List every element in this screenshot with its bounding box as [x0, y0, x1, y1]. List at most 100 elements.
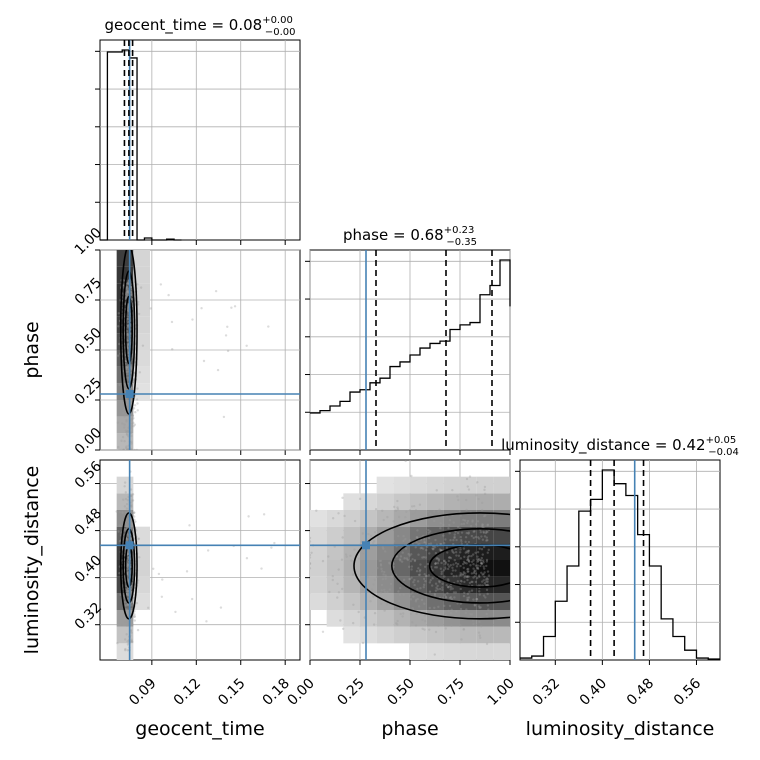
- sample-point: [126, 370, 130, 374]
- sample-point: [126, 306, 130, 309]
- sample-point: [466, 578, 469, 582]
- sample-point: [447, 609, 450, 613]
- sample-point: [462, 628, 466, 631]
- sample-point: [388, 588, 392, 591]
- sample-point: [133, 619, 137, 622]
- sample-point: [465, 531, 468, 535]
- sample-point: [472, 567, 475, 570]
- sample-point: [380, 589, 383, 592]
- sample-point: [126, 429, 129, 433]
- sample-point: [133, 371, 136, 375]
- sample-point: [423, 572, 426, 576]
- density-cell: [326, 593, 344, 610]
- sample-point: [434, 562, 437, 566]
- sample-point: [437, 510, 440, 513]
- density-cell: [476, 510, 494, 527]
- sample-point: [432, 519, 436, 523]
- sample-point: [431, 620, 435, 623]
- sample-point: [464, 551, 467, 554]
- sample-point: [124, 491, 127, 494]
- density-cell: [460, 543, 477, 560]
- sample-point: [130, 448, 134, 450]
- sample-point: [485, 580, 488, 583]
- sample-point: [463, 576, 466, 579]
- sample-point: [126, 553, 130, 556]
- sample-point: [465, 550, 468, 553]
- sample-point: [117, 445, 120, 449]
- title-lower-error: −0.00: [265, 27, 296, 38]
- sample-point: [132, 425, 135, 428]
- density-cell: [133, 593, 150, 610]
- sample-point: [411, 513, 414, 516]
- sample-point: [424, 579, 427, 583]
- sample-point: [472, 536, 475, 540]
- sample-point: [447, 559, 450, 563]
- sample-point: [477, 574, 481, 577]
- sample-point: [125, 448, 129, 450]
- density-cell: [343, 593, 360, 610]
- sample-point: [459, 602, 462, 605]
- sample-point: [447, 578, 450, 581]
- sample-point: [438, 580, 441, 584]
- sample-point: [398, 558, 402, 561]
- sample-point: [216, 368, 220, 372]
- sample-point: [123, 383, 126, 387]
- sample-point: [310, 556, 312, 559]
- sample-point: [475, 494, 478, 497]
- sample-point: [337, 512, 340, 515]
- x-tick-label: 0.00: [284, 676, 317, 709]
- sample-point: [482, 561, 485, 564]
- sample-point: [273, 541, 276, 545]
- sample-point: [130, 505, 133, 508]
- sample-point: [428, 628, 431, 631]
- sample-point: [345, 555, 348, 558]
- sample-point: [382, 518, 385, 522]
- sample-point: [458, 574, 461, 577]
- sample-point: [466, 556, 470, 559]
- sample-point: [451, 566, 454, 570]
- sample-point: [433, 592, 437, 596]
- sample-point: [443, 566, 447, 569]
- sample-point: [464, 572, 467, 575]
- density-cell: [343, 526, 360, 544]
- sample-point: [130, 448, 133, 450]
- sample-point: [419, 563, 422, 566]
- sample-point: [395, 555, 398, 558]
- sample-point: [425, 574, 428, 578]
- density-cell: [393, 610, 410, 627]
- sample-point: [466, 592, 470, 596]
- sample-point: [376, 575, 379, 579]
- sample-point: [442, 534, 445, 537]
- sample-point: [340, 558, 344, 561]
- sample-point: [126, 339, 129, 342]
- sample-point: [129, 401, 133, 405]
- sample-point: [372, 541, 375, 545]
- density-cell: [410, 526, 427, 544]
- sample-point: [126, 649, 129, 652]
- sample-point: [126, 382, 130, 386]
- sample-point: [448, 596, 452, 600]
- sample-point: [130, 289, 133, 292]
- axes-frame: [519, 459, 721, 661]
- sample-point: [369, 600, 372, 603]
- sample-point: [462, 522, 466, 526]
- sample-point: [420, 514, 423, 518]
- sample-point: [486, 538, 489, 542]
- sample-point: [423, 602, 426, 605]
- density-cell: [133, 383, 150, 400]
- sample-point: [310, 540, 312, 543]
- sample-point: [126, 619, 129, 622]
- sample-point: [413, 578, 416, 582]
- sample-point: [133, 515, 136, 518]
- sample-point: [130, 398, 133, 402]
- density-cell: [460, 643, 477, 660]
- sample-point: [408, 509, 412, 512]
- sample-point: [380, 570, 384, 573]
- sample-point: [121, 422, 124, 425]
- sample-point: [135, 448, 139, 450]
- sample-point: [470, 613, 474, 616]
- sample-point: [434, 561, 438, 565]
- sample-point: [262, 513, 266, 516]
- sample-point: [427, 574, 431, 577]
- sample-point: [433, 546, 437, 549]
